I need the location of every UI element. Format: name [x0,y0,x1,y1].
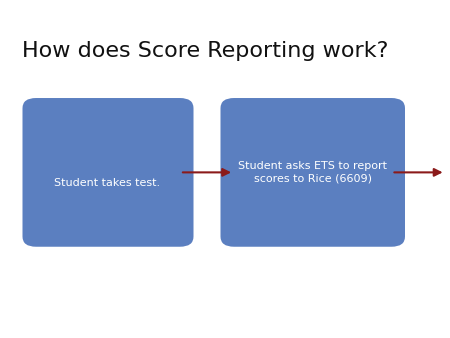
FancyBboxPatch shape [220,98,405,247]
Text: How does Score Reporting work?: How does Score Reporting work? [22,41,389,61]
Text: Student asks ETS to report
scores to Rice (6609): Student asks ETS to report scores to Ric… [238,161,387,184]
FancyBboxPatch shape [22,98,194,247]
Text: Student takes test.: Student takes test. [54,178,160,188]
